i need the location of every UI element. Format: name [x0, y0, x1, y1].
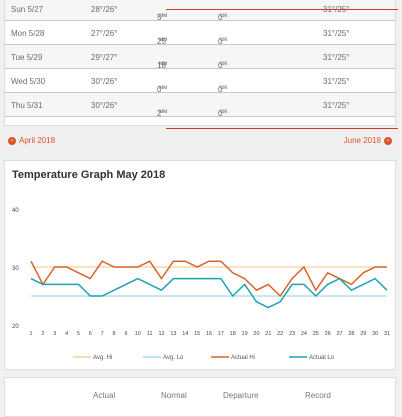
- day-label: Thu 5/31: [11, 101, 43, 110]
- prev-month-link[interactable]: ‹ April 2018: [8, 136, 55, 145]
- x-tick-label: 17: [218, 331, 224, 337]
- temperature-graph-card: Temperature Graph May 2018 20 30 40 1 2 3 4 5 6 7…: [4, 160, 396, 370]
- day-label: Sun 5/27: [11, 5, 44, 14]
- x-tick-label: 8: [113, 331, 116, 337]
- x-tick-label: 14: [182, 331, 188, 337]
- x-tick-label: 16: [206, 331, 212, 337]
- summary-header-actual: Actual: [93, 391, 116, 400]
- record-divider: [166, 128, 398, 129]
- x-tick-label: 1: [29, 331, 32, 337]
- day-label: Wed 5/30: [11, 77, 46, 86]
- day-label: Tue 5/29: [11, 53, 43, 62]
- prev-month-label: April 2018: [19, 136, 56, 145]
- y-tick-label: 40: [12, 208, 19, 214]
- x-tick-label: 7: [101, 331, 104, 337]
- daily-row: Tue 5/29 29°/27° 18 мм 0 см 31°/25°: [5, 45, 395, 70]
- summary-header-record: Record: [305, 391, 331, 400]
- x-tick-label: 20: [253, 331, 259, 337]
- legend-label: Actual Lo: [309, 355, 335, 361]
- x-tick-label: 27: [336, 331, 342, 337]
- x-tick-label: 13: [170, 331, 176, 337]
- x-tick-label: 15: [194, 331, 200, 337]
- day-label: Mon 5/28: [11, 29, 45, 38]
- graph-title: Temperature Graph May 2018: [12, 169, 166, 181]
- daily-row: Wed 5/30 30°/26° 0 мм 0 см 31°/25°: [5, 69, 395, 94]
- x-tick-label: 29: [360, 331, 366, 337]
- record-value: 31°/25°: [323, 29, 350, 38]
- x-tick-label: 19: [242, 331, 248, 337]
- x-tick-label: 24: [301, 331, 307, 337]
- x-tick-label: 11: [147, 331, 153, 337]
- legend-label: Avg. Hi: [93, 355, 112, 361]
- summary-header-normal: Normal: [161, 391, 187, 400]
- chevron-right-icon: ›: [384, 136, 392, 145]
- month-nav: ‹ April 2018 June 2018 ›: [4, 133, 396, 149]
- x-tick-label: 12: [158, 331, 164, 337]
- series-line-actual-hi: [30, 260, 387, 298]
- y-tick-label: 20: [12, 324, 19, 330]
- x-tick-label: 9: [124, 331, 127, 337]
- x-tick-label: 28: [348, 331, 354, 337]
- temp-value: 30°/26°: [91, 101, 118, 110]
- next-month-link[interactable]: June 2018 ›: [344, 136, 392, 145]
- x-tick-label: 21: [265, 331, 271, 337]
- legend-label: Avg. Lo: [163, 355, 184, 361]
- temp-value: 28°/26°: [91, 5, 118, 14]
- x-tick-label: 23: [289, 331, 295, 337]
- record-value: 31°/25°: [323, 101, 350, 110]
- legend-label: Actual Hi: [231, 355, 255, 361]
- x-tick-label: 2: [41, 331, 44, 337]
- x-tick-label: 4: [65, 331, 68, 337]
- x-tick-label: 3: [53, 331, 56, 337]
- x-tick-label: 5: [77, 331, 80, 337]
- x-tick-label: 22: [277, 331, 283, 337]
- record-value: 31°/25°: [323, 53, 350, 62]
- x-tick-label: 18: [230, 331, 236, 337]
- record-divider: [166, 9, 398, 10]
- next-month-label: June 2018: [343, 136, 381, 145]
- summary-table: Actual Normal Departure Record: [4, 377, 396, 417]
- daily-row: Mon 5/28 27°/26° 25 мм 0 см 31°/25°: [5, 21, 395, 46]
- summary-header-departure: Departure: [223, 391, 259, 400]
- x-tick-label: 26: [325, 331, 331, 337]
- chevron-left-icon: ‹: [8, 136, 16, 145]
- record-value: 31°/25°: [323, 77, 350, 86]
- series-line-actual-lo: [30, 277, 388, 309]
- x-tick-label: 25: [313, 331, 319, 337]
- x-tick-label: 30: [372, 331, 378, 337]
- daily-row: Thu 5/31 30°/26° 2 мм 0 см 31°/25°: [5, 93, 395, 118]
- temp-value: 30°/26°: [91, 77, 118, 86]
- x-tick-label: 10: [135, 331, 141, 337]
- temp-value: 27°/26°: [91, 29, 118, 38]
- temp-value: 29°/27°: [91, 53, 118, 62]
- x-tick-label: 31: [384, 331, 390, 337]
- x-tick-label: 6: [89, 331, 92, 337]
- y-tick-label: 30: [12, 266, 19, 272]
